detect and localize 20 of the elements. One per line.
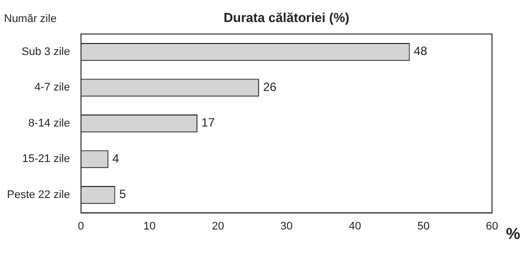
chart-title: Durata călătoriei (%)	[224, 10, 350, 25]
x-tick-label: 60	[486, 220, 498, 232]
y-tick-label: Peste 22 zile	[6, 188, 70, 201]
x-tick-label: 20	[212, 220, 224, 232]
x-axis-title: %	[506, 226, 520, 243]
y-axis-title: Număr zile	[4, 13, 57, 25]
y-tick-label: 15-21 zile	[22, 153, 70, 166]
data-label: 48	[414, 44, 428, 58]
y-tick-label: Sub 3 zile	[22, 46, 70, 58]
x-tick-label: 30	[280, 220, 293, 232]
y-tick-label: 4-7 zile	[34, 82, 70, 94]
data-label: 4	[112, 151, 120, 166]
x-tick-label: 0	[78, 220, 84, 232]
x-tick-label: 40	[348, 220, 362, 232]
x-tick-label: 50	[417, 220, 430, 232]
data-label: 5	[119, 187, 126, 202]
data-label: 17	[201, 116, 216, 130]
y-tick-label: 8-14 zile	[28, 117, 70, 130]
x-tick-label: 10	[143, 220, 156, 232]
data-label: 26	[263, 80, 277, 94]
